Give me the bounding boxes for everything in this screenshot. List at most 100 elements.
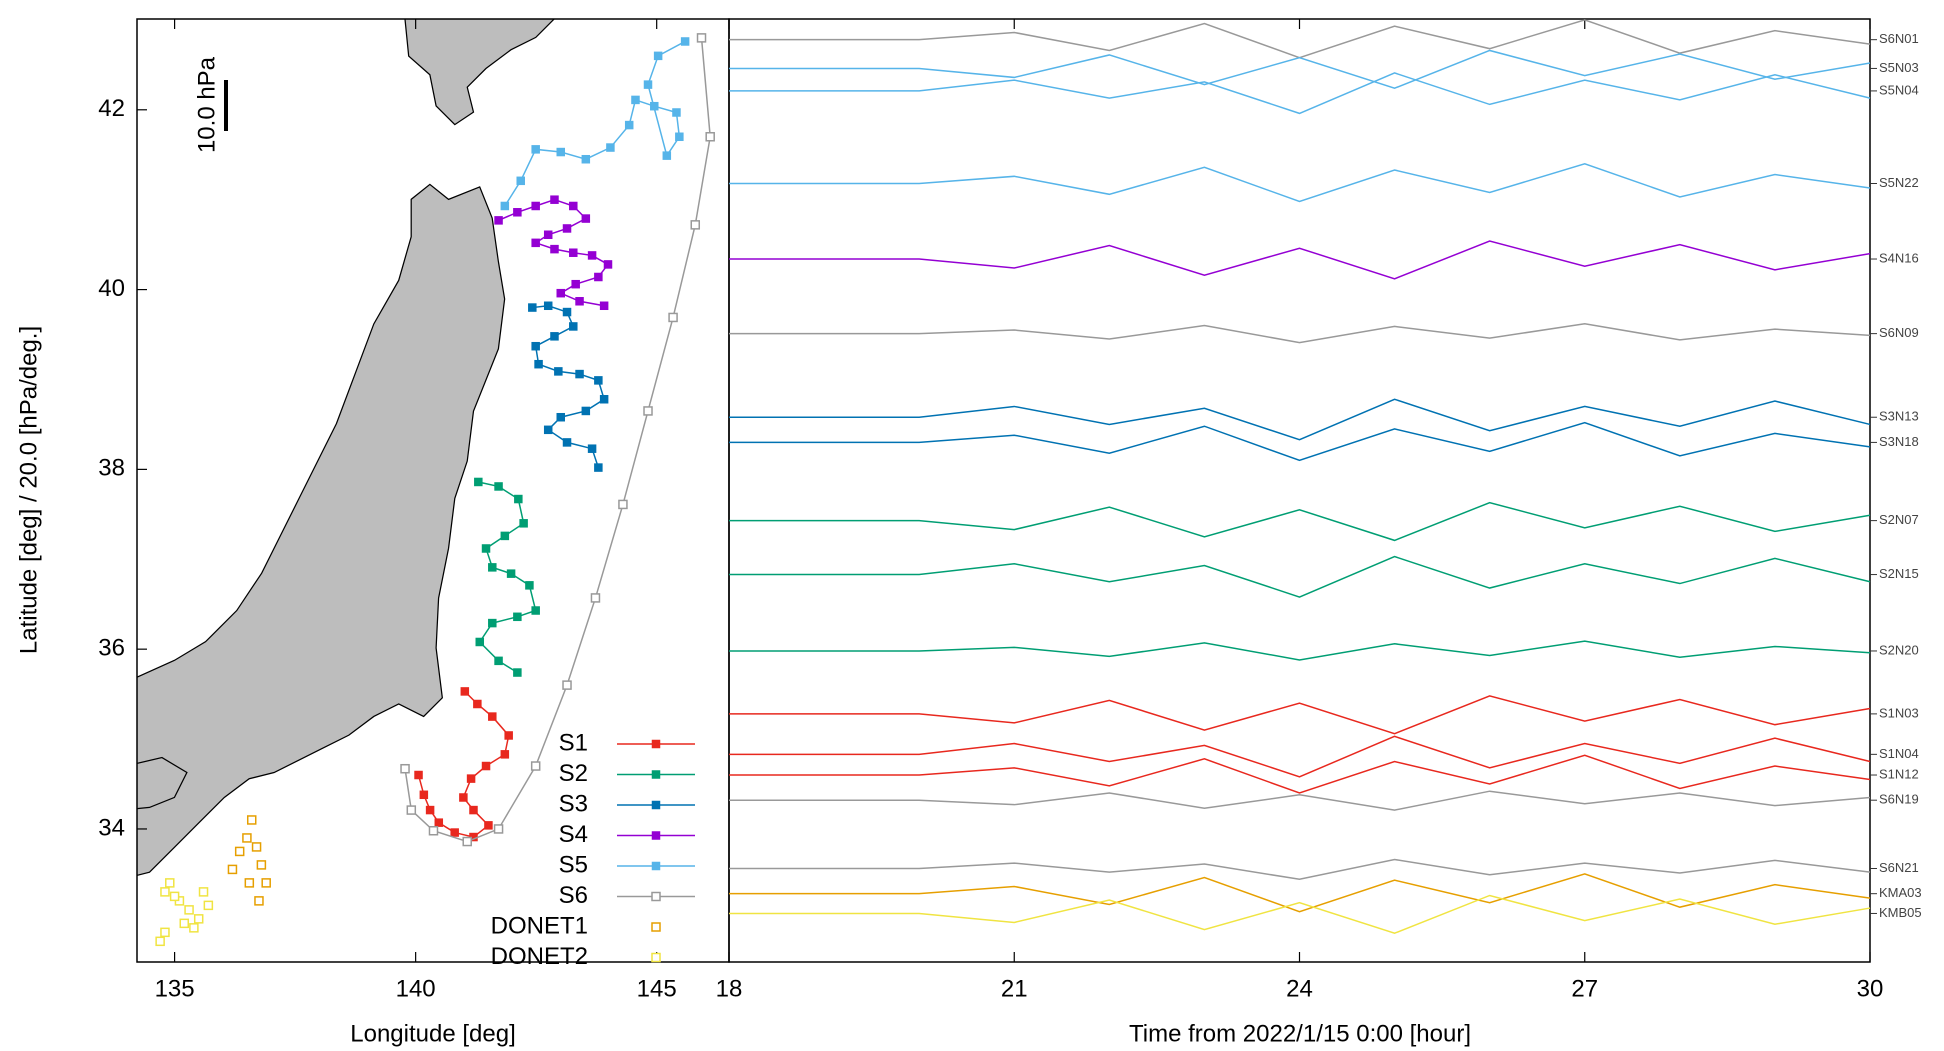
station [569,322,578,331]
station [643,80,653,89]
trace [729,72,1871,115]
station [254,896,264,906]
station [450,828,459,837]
station [500,201,510,211]
station [581,214,591,223]
trace-frame [728,18,1871,963]
trace-label: KMB05 [1879,905,1922,920]
trace-label: S2N15 [1879,566,1919,581]
station [481,544,491,553]
station [227,864,238,875]
trace [729,501,1871,542]
station [155,936,165,947]
station [599,395,609,404]
trace [729,873,1871,913]
station [562,438,572,447]
trace-label: KMA03 [1879,885,1922,900]
station [234,846,245,857]
hokkaido [404,19,556,126]
station [525,581,534,590]
station-line [504,40,686,207]
station [488,563,497,572]
legend-marker [651,952,661,963]
trace-label: S6N09 [1879,325,1919,340]
station [462,836,472,847]
x-tick-label: 21 [1001,975,1028,1002]
station [473,699,482,709]
legend-marker [651,891,661,902]
legend-marker [651,770,661,779]
station [543,425,553,435]
legend-label: S6 [559,882,588,909]
y-axis-title: Latitude [deg] / 20.0 [hPa/deg.] [15,326,42,654]
station [242,833,252,843]
station [513,668,522,677]
x-tick-label: 140 [396,975,436,1002]
station [193,914,204,924]
station [562,680,572,690]
station [474,477,483,487]
legend-label: S5 [559,851,588,878]
station [530,761,541,771]
station [516,176,525,186]
station [662,151,672,160]
station [575,297,584,306]
trace [729,240,1871,280]
legend-marker [651,922,661,932]
station [650,101,659,111]
station [594,463,603,472]
station [500,531,510,541]
station [251,842,262,852]
station [653,51,663,61]
station [261,878,271,888]
x-tick-label: 145 [637,975,677,1002]
station [488,618,497,628]
station [624,120,634,130]
station [160,887,170,897]
station [631,95,640,105]
station [550,332,559,341]
station [672,108,681,117]
station [425,805,435,815]
trace-label: S3N18 [1879,434,1919,449]
legend-marker [651,831,661,840]
trace-label: S2N07 [1879,512,1919,527]
land [137,19,556,876]
trace [729,695,1871,735]
station [160,927,170,938]
station [475,637,485,647]
legend-label: S2 [559,760,588,787]
scale-label: 10.0 hPa [193,56,220,153]
trace-label: S1N12 [1879,766,1919,781]
station [244,878,255,888]
x-tick-label: 30 [1857,975,1884,1002]
station [581,154,591,164]
station [165,878,175,888]
trace [729,49,1871,90]
trace-label: S1N04 [1879,746,1919,761]
station [198,887,209,897]
trace-label: S3N13 [1879,409,1919,424]
station [690,220,701,230]
station [705,132,715,142]
x-tick-label: 135 [155,975,195,1002]
x-tick-label: 27 [1571,975,1598,1002]
legend-marker [651,861,661,871]
legend-label: S4 [559,821,588,848]
trace [729,754,1871,794]
station [594,272,603,282]
station [246,815,257,825]
station [184,905,194,915]
station [406,805,417,815]
station [500,750,510,759]
legend-label: S3 [559,790,588,817]
station [494,216,503,225]
station [179,918,189,929]
legend-label: DONET2 [491,943,588,970]
station [554,367,563,376]
station [562,307,572,317]
station [460,687,470,696]
trace [729,735,1871,778]
